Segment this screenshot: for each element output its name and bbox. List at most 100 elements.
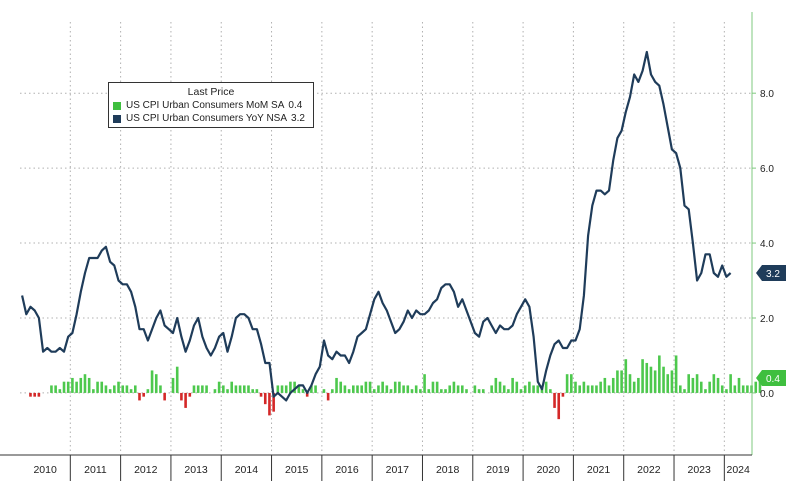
mom-bar bbox=[322, 389, 326, 393]
mom-bar bbox=[96, 381, 99, 393]
mom-bar bbox=[481, 389, 485, 393]
yoy-last-tag bbox=[756, 265, 786, 282]
mom-bar bbox=[494, 377, 498, 393]
x-tick-label: 2011 bbox=[84, 464, 107, 476]
mom-bar bbox=[83, 374, 87, 393]
legend-swatch-mom bbox=[113, 101, 121, 110]
mom-bar bbox=[159, 385, 162, 393]
mom-bar bbox=[691, 377, 695, 393]
mom-bar bbox=[268, 392, 271, 416]
mom-bar bbox=[402, 385, 405, 393]
x-tick-label: 2013 bbox=[184, 464, 208, 476]
mom-bar bbox=[146, 389, 150, 393]
mom-bar bbox=[117, 381, 120, 393]
mom-bar bbox=[553, 392, 556, 408]
mom-bar bbox=[712, 374, 716, 393]
mom-bar bbox=[410, 389, 414, 393]
mom-bar bbox=[624, 359, 628, 393]
mom-bar bbox=[406, 385, 410, 393]
mom-bar bbox=[284, 385, 288, 393]
mom-bar bbox=[653, 370, 657, 393]
mom-bar bbox=[658, 355, 661, 393]
mom-bar bbox=[515, 381, 519, 393]
mom-bar bbox=[75, 381, 78, 393]
mom-bar bbox=[733, 385, 737, 393]
mom-bar bbox=[523, 385, 527, 393]
mom-bar bbox=[71, 377, 74, 393]
mom-bar bbox=[502, 385, 506, 393]
mom-bar bbox=[175, 366, 179, 393]
mom-bar bbox=[565, 374, 569, 393]
mom-bar bbox=[272, 392, 275, 412]
legend-label-yoy: US CPI Urban Consumers YoY NSA bbox=[126, 113, 288, 124]
mom-bar bbox=[100, 381, 104, 393]
mom-bar bbox=[293, 381, 296, 393]
mom-bar bbox=[192, 385, 196, 393]
x-tick-label: 2018 bbox=[436, 464, 460, 476]
mom-bar bbox=[58, 389, 62, 393]
mom-bar bbox=[561, 392, 565, 397]
mom-bar bbox=[255, 389, 259, 393]
mom-bar bbox=[708, 381, 711, 393]
mom-bar bbox=[570, 374, 573, 393]
mom-bar bbox=[37, 392, 41, 397]
mom-bar bbox=[674, 355, 678, 393]
mom-bar bbox=[385, 385, 389, 393]
mom-bar bbox=[557, 392, 561, 420]
mom-bar bbox=[364, 381, 368, 393]
mom-bar bbox=[339, 381, 343, 393]
mom-bar bbox=[138, 392, 141, 401]
mom-last-tag-label: 0.4 bbox=[766, 374, 780, 385]
mom-bar bbox=[423, 374, 426, 393]
mom-bar bbox=[125, 385, 129, 393]
mom-bar bbox=[188, 392, 192, 397]
mom-bar bbox=[347, 389, 351, 393]
mom-bar bbox=[251, 389, 254, 393]
mom-bar bbox=[465, 389, 468, 393]
legend: Last Price US CPI Urban Consumers MoM SA… bbox=[108, 82, 314, 128]
mom-bar bbox=[754, 381, 758, 393]
x-tick-label: 2015 bbox=[285, 464, 309, 476]
mom-bar bbox=[213, 389, 217, 393]
mom-bar bbox=[746, 385, 749, 393]
mom-bar bbox=[741, 385, 745, 393]
yoy-line-layer bbox=[21, 50, 732, 402]
mom-bar bbox=[666, 374, 670, 393]
mom-bar bbox=[222, 385, 225, 393]
legend-swatch-yoy bbox=[113, 114, 121, 123]
mom-bar bbox=[343, 385, 347, 393]
mom-bar bbox=[683, 389, 686, 393]
y-tick-label: 6.0 bbox=[760, 164, 774, 175]
mom-bar bbox=[720, 385, 724, 393]
mom-bar bbox=[305, 392, 309, 397]
mom-bar bbox=[532, 385, 535, 393]
mom-bar bbox=[259, 392, 263, 397]
mom-bar bbox=[150, 370, 154, 393]
legend-item-mom: US CPI Urban Consumers MoM SA 0.4 bbox=[109, 99, 313, 112]
mom-bar bbox=[398, 381, 401, 393]
mom-bar bbox=[435, 381, 439, 393]
mom-bar bbox=[142, 392, 145, 397]
mom-bar bbox=[473, 385, 477, 393]
mom-bar bbox=[616, 370, 619, 393]
mom-bar bbox=[725, 389, 728, 393]
mom-bar bbox=[687, 374, 690, 393]
mom-bar bbox=[133, 385, 137, 393]
last-value-tags: 3.2 0.4 bbox=[756, 265, 786, 386]
mom-bar bbox=[649, 366, 653, 393]
mom-bar bbox=[699, 381, 703, 393]
mom-bar bbox=[301, 389, 305, 393]
mom-bar bbox=[217, 381, 221, 393]
mom-bar bbox=[263, 392, 267, 405]
mom-bar bbox=[234, 385, 238, 393]
x-tick-label: 2020 bbox=[537, 464, 561, 476]
mom-bar bbox=[549, 389, 552, 393]
mom-bar bbox=[519, 389, 523, 393]
mom-bar bbox=[452, 381, 456, 393]
mom-bar bbox=[662, 366, 665, 393]
mom-bar bbox=[440, 389, 443, 393]
x-tick-label: 2012 bbox=[134, 464, 158, 476]
mom-bar bbox=[427, 389, 431, 393]
mom-bar bbox=[511, 377, 514, 393]
